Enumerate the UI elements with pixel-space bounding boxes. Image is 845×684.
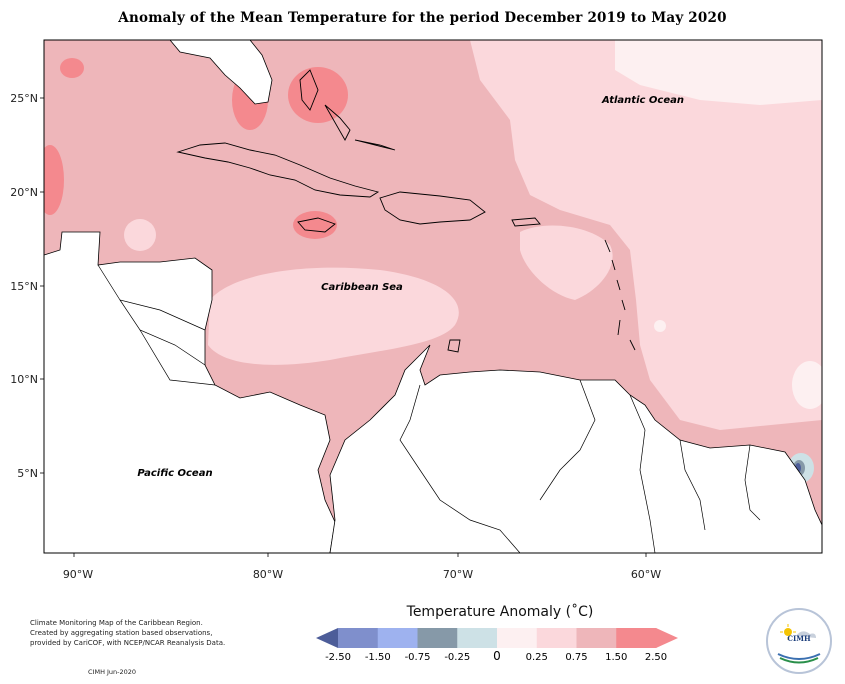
colorbar-arrow-max [656,628,678,648]
colorbar-tick-label: 1.50 [605,652,627,663]
warm-patch-jamaica [293,211,337,239]
legend-title: Temperature Anomaly (˚C) [406,604,594,620]
lat-label-10n: 10°N [10,373,38,386]
land-central-america [44,231,336,553]
island-puerto-rico [511,217,541,227]
legend-colorbar: -2.50 -1.50 -0.75 -0.25 0 0.25 0.75 1.50 2.50 [316,628,678,663]
anomaly-zone-light-caribbean [208,267,459,365]
colorbar-bin [338,628,379,648]
land-south-america [329,344,822,553]
colorbar-tick-label: -1.50 [365,652,391,663]
colorbar-bin [576,628,617,648]
colorbar-bin [417,628,458,648]
lon-label-80w: 80°W [253,568,283,581]
colorbar-bin [377,628,418,648]
island-trinidad [447,339,461,353]
colorbar-tick-label: 0.75 [565,652,587,663]
axis-tick-marks [40,97,647,557]
colorbar-arrow-min [316,628,338,648]
colorbar-tick-label: -0.75 [405,652,431,663]
label-pacific-ocean: Pacific Ocean [137,468,212,479]
country-borders [97,264,761,553]
date-stamp: CIMH Jun-2020 [88,668,137,676]
cimh-logo: CIMH [766,608,832,674]
lat-label-25n: 25°N [10,92,38,105]
colorbar-tick-label: 2.50 [645,652,667,663]
pale-patch-atlantic-east [792,361,822,409]
warm-patch-bahamas [288,67,348,123]
anomaly-zone-light-east [470,40,822,430]
colorbar-bin [457,628,498,648]
warm-patch-yucatan [44,145,64,215]
land-no-data [44,40,822,553]
island-jamaica [297,217,336,233]
credits-line: provided by CariCOF, with NCEP/NCAR Rean… [30,639,226,647]
warm-patch-gulf [60,58,84,78]
lat-label-15n: 15°N [10,280,38,293]
map-title: Anomaly of the Mean Temperature for the … [118,10,727,26]
logo-text: CIMH [787,634,811,643]
credits-block: Climate Monitoring Map of the Caribbean … [30,618,225,648]
lat-label-5n: 5°N [17,467,38,480]
island-lesser-antilles [604,239,636,351]
island-outlines [176,69,636,353]
anomaly-zone-pale-northeast [615,40,822,105]
lon-label-90w: 90°W [63,568,93,581]
label-caribbean-sea: Caribbean Sea [321,282,403,293]
label-atlantic-ocean: Atlantic Ocean [601,95,684,106]
island-cuba [176,142,380,198]
credits-line: Created by aggregating station based obs… [30,629,213,637]
island-hispaniola [379,191,486,225]
lon-label-60w: 60°W [631,568,661,581]
map-canvas [44,40,822,553]
pale-patch-barbados [654,320,666,332]
anomaly-zone-light-lesser-antilles [520,225,613,300]
colorbar-tick-label: -0.25 [444,652,470,663]
map-frame [43,39,823,554]
lon-label-70w: 70°W [443,568,473,581]
colorbar-bin [497,628,538,648]
lat-label-20n: 20°N [10,186,38,199]
colorbar-bin [616,628,657,648]
sun-icon [777,624,821,664]
colorbar-tick-label: 0 [493,649,501,663]
colorbar-tick-label: -2.50 [325,652,351,663]
colorbar-tick-label: 0.25 [526,652,548,663]
colorbar-bin [536,628,577,648]
island-bahamas [299,69,396,151]
credits-line: Climate Monitoring Map of the Caribbean … [30,619,203,627]
land-florida [169,40,273,105]
light-patch-belize [124,219,156,251]
